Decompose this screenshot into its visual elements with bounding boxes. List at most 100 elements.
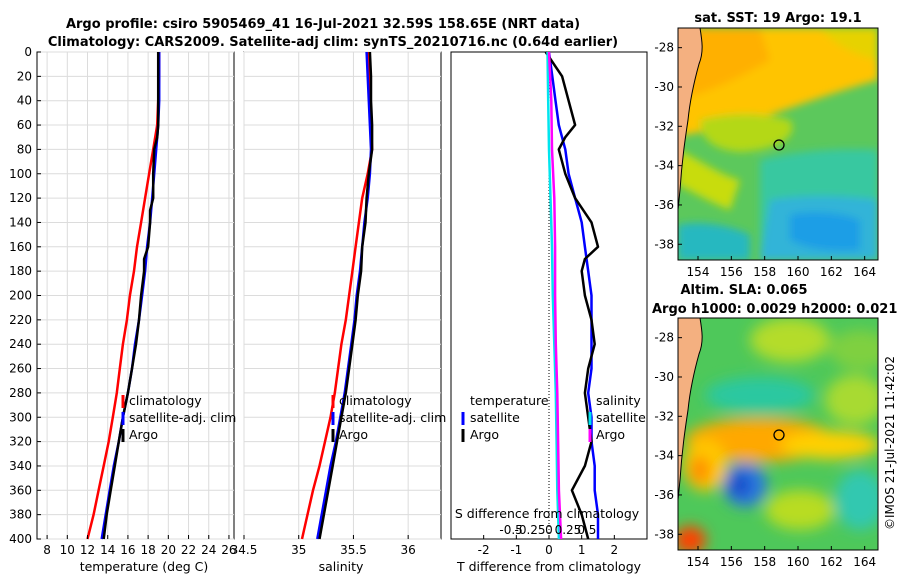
temperature-ytick-label-17: 340 xyxy=(9,459,32,473)
temperature-series-climatology xyxy=(86,52,161,540)
sla-map-frame xyxy=(677,317,879,551)
temperature-xtick-label-5: 18 xyxy=(140,543,155,557)
series-layer xyxy=(86,51,600,540)
temperature-ytick-label-14: 280 xyxy=(9,386,32,400)
temperature-ytick-label-18: 360 xyxy=(9,483,32,497)
sla-ticks-ytick-label-2: -32 xyxy=(654,409,674,423)
differences-s-xtick-label-3: 0.25 xyxy=(555,523,582,537)
sla-map-title-1: Altim. SLA: 0.065 xyxy=(681,283,808,298)
temperature-xtick-label-3: 14 xyxy=(100,543,115,557)
temperature-xtick-label-1: 10 xyxy=(60,543,75,557)
sst-ticks-ytick-label-3: -34 xyxy=(654,159,674,173)
differences-xtick-label-2: 0 xyxy=(545,543,553,557)
sla-ticks-ytick-label-5: -38 xyxy=(654,527,674,541)
temperature-ytick-label-13: 260 xyxy=(9,362,32,376)
sla-ticks-ytick-label-4: -36 xyxy=(654,488,674,502)
temperature-ytick-label-3: 60 xyxy=(17,118,32,132)
sla-ticks-ytick-label-1: -30 xyxy=(654,370,674,384)
sla-ticks-ytick-label-0: -28 xyxy=(654,331,674,345)
differences-s-xtick-label-4: 0.5 xyxy=(577,523,596,537)
salinity-series-argo xyxy=(318,51,374,540)
salinity-xtick-label-1: 35 xyxy=(291,543,306,557)
title-line-1: Argo profile: csiro 5905469_41 16-Jul-20… xyxy=(66,17,580,32)
sla-ticks-xtick-label-5: 164 xyxy=(853,555,876,569)
sst-ticks-ytick-label-4: -36 xyxy=(654,198,674,212)
differences-xtick-label-1: -1 xyxy=(510,543,522,557)
sla-ticks-ytick-label-3: -34 xyxy=(654,449,674,463)
legend-label-t-argo: Argo xyxy=(470,427,499,442)
sst-ticks-xtick-label-0: 154 xyxy=(687,265,710,279)
temperature-xtick-label-2: 12 xyxy=(80,543,95,557)
salinity-xlabel: salinity xyxy=(319,559,364,574)
temperature-ytick-label-7: 140 xyxy=(9,215,32,229)
temperature-ytick-label-5: 100 xyxy=(9,167,32,181)
sla-ticks-xtick-label-0: 154 xyxy=(687,555,710,569)
temperature-ytick-label-1: 20 xyxy=(17,69,32,83)
temperature-ytick-label-16: 320 xyxy=(9,435,32,449)
temperature-ytick-label-4: 80 xyxy=(17,142,32,156)
sla-map-title-2: Argo h1000: 0.0029 h2000: 0.021 xyxy=(652,302,897,317)
salinity-xtick-label-3: 36 xyxy=(401,543,416,557)
differences-series-temperature-satellite xyxy=(547,51,600,539)
difference-legend: temperature satellite Argo salinity sate… xyxy=(461,393,646,442)
sla-ticks-xtick-label-1: 156 xyxy=(720,555,743,569)
sla-coastline xyxy=(678,318,703,501)
sst-map-ticks: 154 156 158 160 162 164 -28 -30 -32 -34 -36 -38 xyxy=(654,41,876,279)
temperature-ytick-label-0: 0 xyxy=(24,45,32,59)
temperature-ytick-label-19: 380 xyxy=(9,508,32,522)
differences-xtick-label-4: 2 xyxy=(611,543,619,557)
legend-label-s-argo: Argo xyxy=(596,427,625,442)
salinity-xtick-label-2: 35.5 xyxy=(340,543,367,557)
temperature-series-argo xyxy=(102,52,160,540)
temperature-ytick-label-11: 220 xyxy=(9,313,32,327)
legend-label-climatology: climatology xyxy=(339,393,412,408)
sst-ticks-xtick-label-3: 160 xyxy=(787,265,810,279)
differences-s-xtick-label-2: 0 xyxy=(545,523,553,537)
differences-series-salinity-argo xyxy=(547,51,563,540)
imos-watermark: ©IMOS 21-Jul-2021 11:42:02 xyxy=(883,356,897,530)
temperature-ytick-label-12: 240 xyxy=(9,337,32,351)
sst-ticks-ytick-label-5: -38 xyxy=(654,237,674,251)
sst-ticks-ytick-label-2: -32 xyxy=(654,119,674,133)
legend-title-salinity: salinity xyxy=(596,393,641,408)
differences-series-temperature-argo xyxy=(544,51,600,540)
sst-argo-float-marker xyxy=(773,139,785,151)
sla-field xyxy=(678,318,878,550)
differences-xtick-label-3: 1 xyxy=(578,543,586,557)
sst-coastline xyxy=(678,28,703,211)
temperature-ytick-label-6: 120 xyxy=(9,191,32,205)
temperature-xtick-label-4: 16 xyxy=(120,543,135,557)
sla-ticks-xtick-label-2: 158 xyxy=(753,555,776,569)
legend-label-satellite: satellite-adj. clim xyxy=(129,410,236,425)
temperature-ytick-label-2: 40 xyxy=(17,94,32,108)
legend-label-argo: Argo xyxy=(129,427,158,442)
t-difference-xlabel: T difference from climatology xyxy=(456,559,642,574)
salinity-legend: climatology satellite-adj. clim Argo xyxy=(331,393,446,442)
temperature-ytick-label-20: 400 xyxy=(9,532,32,546)
sst-ticks-xtick-label-5: 164 xyxy=(853,265,876,279)
differences-series-salinity-satellite xyxy=(546,51,561,540)
tick-layer: 8 10 12 14 16 18 20 22 24 26020406080100120140160… xyxy=(9,45,618,557)
temperature-xlabel: temperature (deg C) xyxy=(80,559,209,574)
salinity-xtick-label-0: 34.5 xyxy=(231,543,258,557)
temperature-ytick-label-9: 180 xyxy=(9,264,32,278)
legend-label-satellite: satellite-adj. clim xyxy=(339,410,446,425)
sla-argo-float-marker xyxy=(773,429,785,441)
s-difference-xlabel: S difference from climatology xyxy=(455,506,640,521)
differences-xtick-label-0: -2 xyxy=(478,543,490,557)
sst-ticks-xtick-label-2: 158 xyxy=(753,265,776,279)
temperature-ytick-label-15: 300 xyxy=(9,410,32,424)
temperature-xtick-label-6: 20 xyxy=(161,543,176,557)
legend-label-argo: Argo xyxy=(339,427,368,442)
sst-map-title: sat. SST: 19 Argo: 19.1 xyxy=(694,11,861,26)
temperature-ytick-label-10: 200 xyxy=(9,289,32,303)
sla-map xyxy=(678,318,878,550)
sla-map-ticks: 154 156 158 160 162 164 -28 -30 -32 -34 -36 -38 xyxy=(654,331,876,569)
title-line-2: Climatology: CARS2009. Satellite-adj cli… xyxy=(48,35,618,50)
sst-ticks-ytick-label-0: -28 xyxy=(654,41,674,55)
sst-ticks-xtick-label-4: 162 xyxy=(820,265,843,279)
legend-label-climatology: climatology xyxy=(129,393,202,408)
sla-ticks-xtick-label-3: 160 xyxy=(787,555,810,569)
temperature-xtick-label-0: 8 xyxy=(43,543,51,557)
